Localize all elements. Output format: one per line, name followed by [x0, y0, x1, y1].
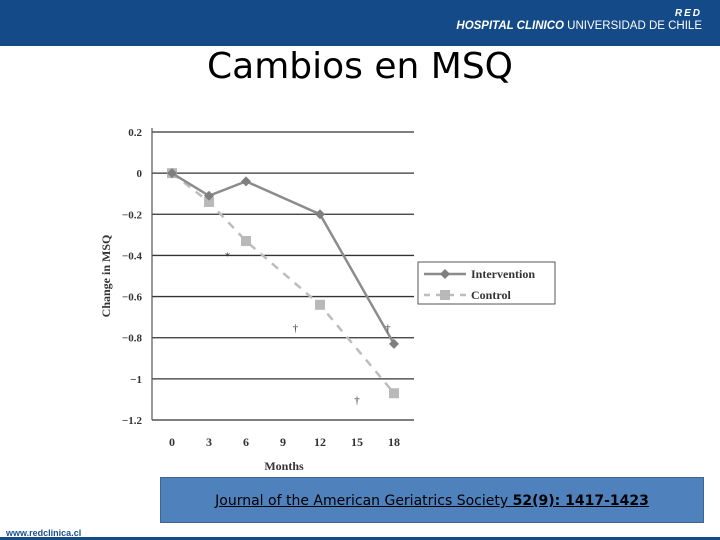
- logo-main-text: HOSPITAL CLINICO UNIVERSIDAD DE CHILE: [456, 20, 702, 32]
- citation-journal: Journal of the American Geriatrics Socie…: [215, 493, 513, 509]
- x-tick-label: 0: [169, 435, 175, 449]
- slide-title-text: Cambios en MSQ: [207, 46, 513, 87]
- x-tick-label: 18: [388, 435, 400, 449]
- slide-title: Cambios en MSQ: [0, 46, 720, 87]
- control-point: [241, 236, 251, 247]
- legend-control-marker: [440, 290, 450, 300]
- control-line: [171, 172, 395, 395]
- x-tick-label: 3: [206, 435, 212, 449]
- intervention-point: [241, 176, 251, 187]
- x-axis-label: Months: [264, 459, 304, 473]
- significance-marker: †: [354, 394, 360, 406]
- intervention-point: [315, 209, 325, 220]
- chart-grid: [152, 131, 414, 421]
- significance-marker: †: [293, 322, 299, 334]
- logo-normal-text: UNIVERSIDAD DE CHILE: [567, 20, 702, 32]
- x-tick-label: 15: [351, 435, 363, 449]
- x-tick-label: 6: [243, 435, 249, 449]
- x-tick-label: 12: [314, 435, 326, 449]
- x-tick-label: 9: [280, 435, 286, 449]
- header-bar: RED HOSPITAL CLINICO UNIVERSIDAD DE CHIL…: [0, 0, 720, 46]
- y-tick-label: −0.2: [122, 209, 143, 221]
- hospital-logo: RED HOSPITAL CLINICO UNIVERSIDAD DE CHIL…: [442, 6, 702, 42]
- significance-marker: †: [385, 322, 391, 334]
- citation-box: Journal of the American Geriatrics Socie…: [160, 477, 704, 523]
- chart-axes: 0.2 0 −0.2 −0.4 −0.6 −0.8 −1 −1.2 0 3 6 9 12 15 18: [122, 127, 400, 449]
- intervention-point: [167, 168, 177, 179]
- y-tick-label: −0.8: [122, 333, 143, 345]
- control-point: [315, 299, 325, 310]
- y-tick-label: −0.4: [122, 250, 143, 262]
- legend-intervention-label: Intervention: [471, 267, 535, 281]
- control-point: [389, 388, 399, 399]
- chart-annotations: * † † †: [225, 250, 391, 406]
- significance-marker: *: [225, 250, 231, 262]
- intervention-point: [204, 190, 214, 201]
- legend-intervention-marker: [440, 269, 450, 279]
- y-axis-label: Change in MSQ: [99, 235, 113, 318]
- logo-red-text: RED: [674, 8, 702, 19]
- y-tick-label: 0: [137, 168, 143, 180]
- chart-series: [167, 168, 399, 399]
- citation-volume: 52(9): 1417-1423: [512, 493, 649, 509]
- intervention-point: [389, 338, 399, 349]
- legend-control-label: Control: [471, 288, 511, 302]
- y-tick-label: 0.2: [128, 127, 142, 139]
- citation-link[interactable]: Journal of the American Geriatrics Socie…: [215, 491, 649, 509]
- y-tick-label: −1: [130, 374, 142, 386]
- logo-bold-text: HOSPITAL CLINICO: [456, 20, 564, 32]
- y-tick-label: −0.6: [122, 292, 143, 304]
- control-point: [204, 196, 214, 207]
- footer-line: [0, 537, 720, 540]
- y-tick-label: −1.2: [122, 415, 143, 427]
- footer-url[interactable]: www.redclinica.cl: [6, 528, 82, 538]
- chart-legend: Intervention Control: [417, 261, 556, 305]
